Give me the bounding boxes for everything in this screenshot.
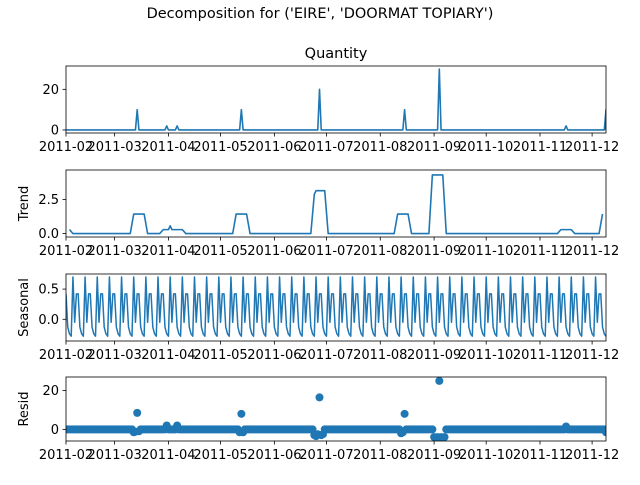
resid-xtick-label: 2011-03 — [87, 448, 141, 463]
resid-xtick-label: 2011-02 — [39, 448, 93, 463]
resid-point — [602, 428, 606, 437]
quantity-title: Quantity — [305, 46, 368, 62]
trend-xtick-label: 2011-04 — [141, 244, 195, 259]
seasonal-xtick-label: 2011-07 — [299, 348, 353, 363]
resid-point — [400, 409, 409, 418]
trend-xtick-label: 2011-06 — [247, 244, 301, 259]
seasonal-line — [66, 276, 606, 337]
resid-xtick-label: 2011-07 — [299, 448, 353, 463]
seasonal-xtick-label: 2011-08 — [353, 348, 407, 363]
seasonal-ylabel: Seasonal — [17, 278, 32, 337]
resid-ylabel: Resid — [17, 391, 32, 426]
quantity-xtick-label: 2011-08 — [353, 140, 407, 155]
resid-point — [428, 425, 437, 434]
trend-xtick-label: 2011-05 — [193, 244, 247, 259]
seasonal-xtick-label: 2011-12 — [565, 348, 619, 363]
quantity-xtick-label: 2011-09 — [407, 140, 461, 155]
resid-ytick-label: 0 — [51, 423, 59, 438]
seasonal-xtick-label: 2011-11 — [513, 348, 567, 363]
seasonal-axes-frame — [65, 273, 607, 342]
quantity-xtick-label: 2011-12 — [565, 140, 619, 155]
resid-axes-frame — [65, 376, 607, 442]
resid-xtick-label: 2011-08 — [353, 448, 407, 463]
resid-point — [435, 377, 444, 385]
seasonal-xtick-label: 2011-09 — [407, 348, 461, 363]
seasonal-xtick-label: 2011-02 — [39, 348, 93, 363]
resid-xtick-label: 2011-04 — [141, 448, 195, 463]
resid-point — [315, 393, 324, 402]
seasonal-ytick-label: 0.5 — [38, 283, 59, 298]
resid-series — [66, 377, 606, 441]
resid-xtick-label: 2011-12 — [565, 448, 619, 463]
trend-axes-frame — [65, 169, 607, 238]
resid-point — [440, 433, 449, 441]
quantity-axes-frame — [65, 65, 607, 134]
quantity-xtick-label: 2011-10 — [459, 140, 513, 155]
trend-xtick-label: 2011-10 — [459, 244, 513, 259]
seasonal-ytick-label: 0.0 — [38, 313, 59, 328]
seasonal-xtick-label: 2011-04 — [141, 348, 195, 363]
quantity-line — [66, 68, 606, 131]
trend-ytick-label: 0.0 — [38, 227, 59, 242]
resid-ytick-label: 20 — [42, 384, 59, 399]
trend-line — [68, 174, 604, 235]
quantity-ytick-label: 20 — [42, 83, 59, 98]
resid-xtick-label: 2011-09 — [407, 448, 461, 463]
resid-xtick-label: 2011-10 — [459, 448, 513, 463]
trend-xtick-label: 2011-07 — [299, 244, 353, 259]
quantity-xtick-label: 2011-03 — [87, 140, 141, 155]
quantity-xtick-label: 2011-05 — [193, 140, 247, 155]
quantity-xtick-label: 2011-07 — [299, 140, 353, 155]
seasonal-xtick-label: 2011-06 — [247, 348, 301, 363]
trend-xtick-label: 2011-11 — [513, 244, 567, 259]
seasonal-xtick-label: 2011-10 — [459, 348, 513, 363]
resid-xtick-label: 2011-11 — [513, 448, 567, 463]
quantity-xtick-label: 2011-04 — [141, 140, 195, 155]
quantity-series — [66, 68, 606, 131]
trend-xtick-label: 2011-03 — [87, 244, 141, 259]
quantity-xtick-label: 2011-11 — [513, 140, 567, 155]
seasonal-xtick-label: 2011-03 — [87, 348, 141, 363]
trend-xtick-label: 2011-12 — [565, 244, 619, 259]
seasonal-xtick-label: 2011-05 — [193, 348, 247, 363]
figure-title: Decomposition for ('EIRE', 'DOORMAT TOPI… — [146, 6, 494, 22]
quantity-xtick-label: 2011-02 — [39, 140, 93, 155]
trend-series — [68, 174, 604, 235]
resid-xtick-label: 2011-06 — [247, 448, 301, 463]
quantity-ytick-label: 0 — [51, 123, 59, 138]
trend-xtick-label: 2011-02 — [39, 244, 93, 259]
seasonal-series — [66, 276, 606, 337]
resid-point — [133, 408, 142, 417]
trend-ylabel: Trend — [17, 186, 32, 223]
resid-xtick-label: 2011-05 — [193, 448, 247, 463]
trend-ytick-label: 2.5 — [38, 193, 59, 208]
trend-xtick-label: 2011-09 — [407, 244, 461, 259]
trend-xtick-label: 2011-08 — [353, 244, 407, 259]
resid-point — [237, 409, 246, 418]
quantity-xtick-label: 2011-06 — [247, 140, 301, 155]
